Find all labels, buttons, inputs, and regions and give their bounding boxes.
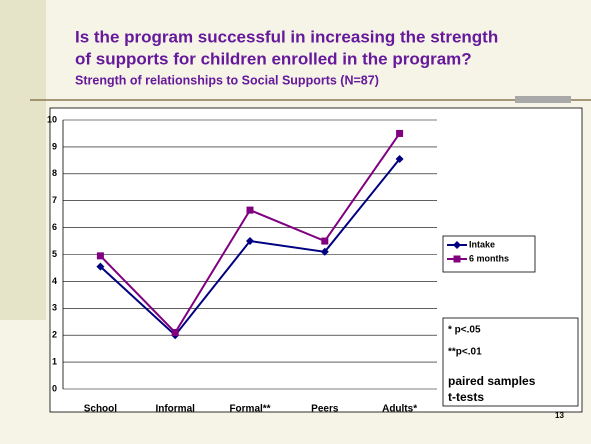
point <box>320 247 329 256</box>
point <box>396 129 404 137</box>
point <box>96 252 104 260</box>
y-tick-label: 7 <box>52 195 57 205</box>
title-line: Is the program successful in increasing … <box>75 27 498 46</box>
notes-box <box>442 317 579 407</box>
point <box>453 255 461 263</box>
y-tick-label: 0 <box>52 383 57 393</box>
y-tick-label: 4 <box>52 276 57 286</box>
y-tick-label: 3 <box>52 303 57 313</box>
page-number: 13 <box>555 411 564 420</box>
y-tick-label: 10 <box>47 114 57 124</box>
rule-bar <box>515 96 571 103</box>
y-tick-label: 5 <box>52 249 57 259</box>
y-tick-label: 9 <box>52 141 57 151</box>
point <box>395 155 404 164</box>
x-tick-label: School <box>84 404 118 415</box>
point <box>171 329 179 337</box>
point <box>453 241 461 249</box>
title-line: of supports for children enrolled in the… <box>75 49 472 68</box>
point <box>246 206 254 214</box>
y-tick-label: 2 <box>52 330 57 340</box>
x-tick-label: Adults* <box>382 404 417 415</box>
note: t-tests <box>448 390 484 404</box>
y-tick-label: 1 <box>52 356 57 366</box>
x-tick-label: Informal <box>155 404 195 415</box>
note: **p<.01 <box>448 347 482 358</box>
point <box>321 237 329 245</box>
y-tick-label: 8 <box>52 168 57 178</box>
note: * p<.05 <box>448 325 481 336</box>
note: paired samples <box>448 374 536 388</box>
point <box>96 262 105 271</box>
subtitle: Strength of relationships to Social Supp… <box>75 73 379 87</box>
point <box>246 237 254 246</box>
side-band <box>0 0 46 320</box>
legend-box <box>442 235 536 273</box>
legend-label: Intake <box>469 239 495 249</box>
x-tick-label: Peers <box>311 404 339 415</box>
y-tick-label: 6 <box>52 222 57 232</box>
x-tick-label: Formal** <box>229 404 270 415</box>
legend-label: 6 months <box>469 253 509 263</box>
